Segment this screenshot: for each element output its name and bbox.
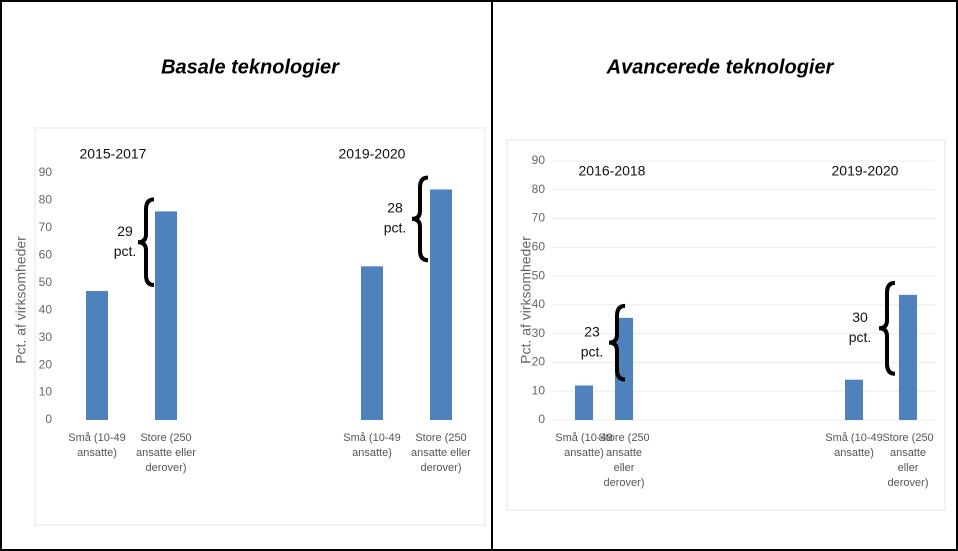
x-tick-label: ansatte): [352, 447, 392, 459]
chart-area: [34, 127, 486, 526]
brace: [411, 175, 429, 263]
y-tick-label: 10: [532, 383, 546, 397]
x-tick-label: Store (250: [140, 432, 191, 444]
bar: [845, 379, 863, 420]
group-label: 2019-2020: [832, 163, 899, 179]
y-tick-label: 30: [39, 330, 53, 344]
y-tick-label: 10: [39, 385, 53, 399]
chart-title: Basale teknologier: [161, 56, 340, 78]
y-tick-label: 20: [532, 355, 546, 369]
y-tick-label: 30: [532, 326, 546, 340]
x-tick-label: derover): [421, 462, 462, 474]
brace: [137, 197, 155, 288]
bar: [86, 291, 108, 420]
x-tick-label: Små (10-49: [825, 432, 882, 444]
y-tick-label: 20: [39, 357, 53, 371]
x-tick-label: Store (250: [598, 432, 649, 444]
annotation: pct.: [384, 220, 407, 236]
x-tick-label: Små (10-49: [555, 432, 612, 444]
x-tick-label: ansatte: [890, 447, 926, 459]
group-label: 2015-2017: [80, 146, 147, 162]
y-tick-label: 60: [39, 248, 53, 262]
y-tick-label: 60: [532, 240, 546, 254]
brace: [608, 303, 626, 382]
y-tick-label: 40: [39, 302, 53, 316]
x-tick-label: ansatte): [564, 447, 604, 459]
x-tick-label: ansatte: [606, 447, 642, 459]
x-tick-label: Store (250: [882, 432, 933, 444]
group-label: 2016-2018: [579, 163, 646, 179]
y-tick-label: 90: [532, 153, 546, 167]
bar: [155, 211, 177, 420]
bar: [899, 294, 917, 420]
y-axis-label: Pct. af virksomheder: [13, 236, 29, 364]
annotation: 28: [387, 200, 403, 216]
bar: [615, 317, 633, 420]
x-tick-label: Små (10-49: [343, 432, 400, 444]
brace: [878, 280, 896, 376]
bar: [575, 385, 593, 420]
x-tick-label: derover): [604, 477, 645, 489]
y-axis-label: Pct. af virksomheder: [518, 236, 534, 364]
y-tick-label: 70: [39, 220, 53, 234]
annotation: 29: [117, 223, 133, 239]
y-tick-label: 50: [532, 268, 546, 282]
x-tick-label: ansatte): [834, 447, 874, 459]
x-tick-label: eller: [898, 462, 919, 474]
bar: [361, 266, 383, 420]
y-tick-label: 0: [45, 412, 52, 426]
x-tick-label: derover): [146, 462, 187, 474]
annotation: pct.: [581, 343, 604, 359]
y-tick-label: 0: [538, 412, 545, 426]
bar: [430, 189, 452, 420]
chart-area: [506, 139, 946, 511]
annotation: pct.: [849, 329, 872, 345]
x-tick-label: derover): [888, 477, 929, 489]
y-tick-label: 90: [39, 165, 53, 179]
annotation: 23: [584, 323, 600, 339]
y-tick-label: 70: [532, 211, 546, 225]
annotation: pct.: [114, 243, 137, 259]
y-tick-label: 40: [532, 297, 546, 311]
group-label: 2019-2020: [339, 146, 406, 162]
x-tick-label: ansatte): [77, 447, 117, 459]
x-tick-label: ansatte eller: [136, 447, 196, 459]
y-tick-label: 80: [532, 182, 546, 196]
x-tick-label: Store (250: [415, 432, 466, 444]
annotation: 30: [852, 309, 868, 325]
chart-title: Avancerede teknologier: [606, 56, 835, 78]
y-tick-label: 50: [39, 275, 53, 289]
x-tick-label: ansatte eller: [411, 447, 471, 459]
x-tick-label: Små (10-49: [68, 432, 125, 444]
x-tick-label: eller: [614, 462, 635, 474]
y-tick-label: 80: [39, 193, 53, 207]
